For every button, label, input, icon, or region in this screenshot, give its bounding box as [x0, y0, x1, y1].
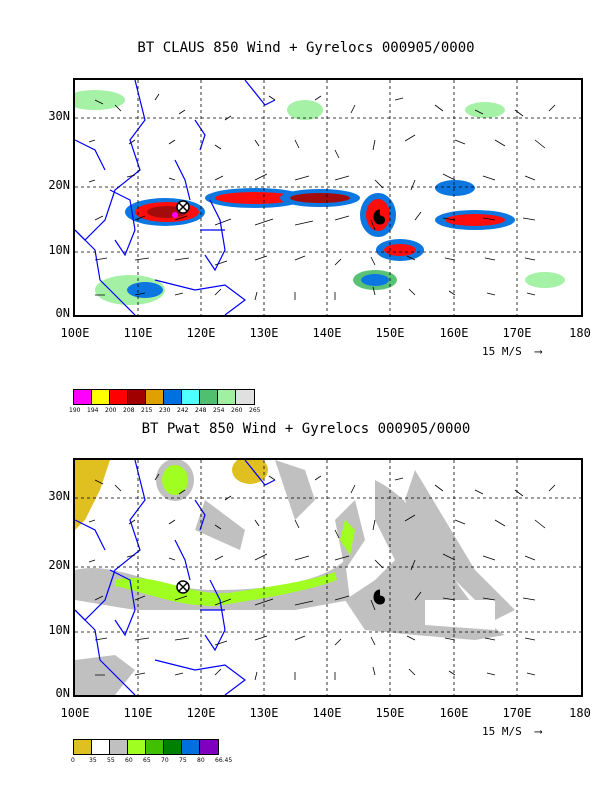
colorbar-swatch: [182, 740, 200, 754]
bottom-x-label-120e: 120E: [186, 706, 216, 720]
colorbar-label: 242: [177, 407, 189, 414]
colorbar-label: 200: [105, 407, 117, 414]
colorbar-swatch: [200, 390, 218, 404]
colorbar-label: 66.45: [215, 757, 233, 764]
bottom-y-label-20n: 20N: [48, 558, 70, 572]
top-x-label-160e: 160E: [439, 326, 469, 340]
bottom-colorbar: [73, 739, 219, 755]
top-x-label-180: 180: [569, 326, 591, 340]
top-reference-vector-label: 15 M/S: [482, 345, 522, 358]
top-colorbar: [73, 389, 255, 405]
colorbar-label: 60: [125, 757, 133, 764]
bottom-panel-title: BT Pwat 850 Wind + Gyrelocs 000905/0000: [141, 421, 471, 437]
pwat-shading: [75, 460, 515, 695]
top-x-label-140e: 140E: [312, 326, 342, 340]
colorbar-label: 55: [107, 757, 115, 764]
bottom-reference-vector-label: 15 M/S: [482, 725, 522, 738]
colorbar-label: 70: [161, 757, 169, 764]
bottom-map-panel: [73, 458, 583, 697]
top-y-label-30n: 30N: [48, 109, 70, 123]
bottom-x-label-160e: 160E: [439, 706, 469, 720]
arrow-icon: ⟶: [528, 725, 542, 738]
colorbar-label: 190: [69, 407, 81, 414]
top-x-label-150e: 150E: [375, 326, 405, 340]
bottom-y-label-10n: 10N: [48, 623, 70, 637]
top-x-label-170e: 170E: [502, 326, 532, 340]
top-x-label-110e: 110E: [123, 326, 153, 340]
colorbar-label: 65: [143, 757, 151, 764]
wind-vectors: [88, 473, 556, 681]
top-y-label-0n: 0N: [55, 306, 70, 320]
colorbar-swatch: [164, 390, 182, 404]
colorbar-label: 35: [89, 757, 97, 764]
colorbar-swatch: [146, 390, 164, 404]
top-reference-vector: 15 M/S ⟶: [482, 345, 542, 358]
colorbar-swatch: [182, 390, 200, 404]
colorbar-label: 0: [71, 757, 75, 764]
colorbar-label: 194: [87, 407, 99, 414]
bottom-x-label-180: 180: [569, 706, 591, 720]
arrow-icon: ⟶: [528, 345, 542, 358]
colorbar-swatch: [74, 740, 92, 754]
top-map-graphic: [75, 80, 581, 315]
gridlines: [75, 460, 581, 695]
gridlines: [75, 80, 581, 315]
gyre-markers: [172, 200, 385, 225]
top-panel-title: BT CLAUS 850 Wind + Gyrelocs 000905/0000: [137, 40, 475, 56]
wind-vectors: [88, 93, 556, 301]
colorbar-swatch: [164, 740, 182, 754]
colorbar-label: 80: [197, 757, 205, 764]
colorbar-swatch: [200, 740, 218, 754]
colorbar-swatch: [236, 390, 254, 404]
bottom-x-label-130e: 130E: [249, 706, 279, 720]
colorbar-swatch: [74, 390, 92, 404]
bottom-x-label-170e: 170E: [502, 706, 532, 720]
top-map-panel: [73, 78, 583, 317]
cloud-shading: [75, 90, 565, 305]
colorbar-swatch: [110, 740, 128, 754]
bottom-y-label-30n: 30N: [48, 489, 70, 503]
colorbar-label: 248: [195, 407, 207, 414]
bottom-map-graphic: [75, 460, 581, 695]
colorbar-label: 230: [159, 407, 171, 414]
colorbar-label: 75: [179, 757, 187, 764]
colorbar-label: 260: [231, 407, 243, 414]
top-x-label-100e: 100E: [60, 326, 90, 340]
bottom-y-label-0n: 0N: [55, 686, 70, 700]
coastlines: [75, 80, 276, 315]
top-x-label-120e: 120E: [186, 326, 216, 340]
colorbar-swatch: [92, 740, 110, 754]
top-y-label-20n: 20N: [48, 178, 70, 192]
colorbar-swatch: [146, 740, 164, 754]
colorbar-label: 215: [141, 407, 153, 414]
top-y-label-10n: 10N: [48, 243, 70, 257]
bottom-x-label-150e: 150E: [375, 706, 405, 720]
gyre-markers: [176, 580, 385, 605]
bottom-reference-vector: 15 M/S ⟶: [482, 725, 542, 738]
colorbar-swatch: [110, 390, 128, 404]
coastlines: [75, 460, 276, 695]
colorbar-label: 208: [123, 407, 135, 414]
colorbar-swatch: [128, 390, 146, 404]
colorbar-label: 254: [213, 407, 225, 414]
colorbar-swatch: [128, 740, 146, 754]
bottom-x-label-110e: 110E: [123, 706, 153, 720]
bottom-x-label-140e: 140E: [312, 706, 342, 720]
top-x-label-130e: 130E: [249, 326, 279, 340]
bottom-x-label-100e: 100E: [60, 706, 90, 720]
colorbar-swatch: [92, 390, 110, 404]
colorbar-label: 265: [249, 407, 261, 414]
colorbar-swatch: [218, 390, 236, 404]
